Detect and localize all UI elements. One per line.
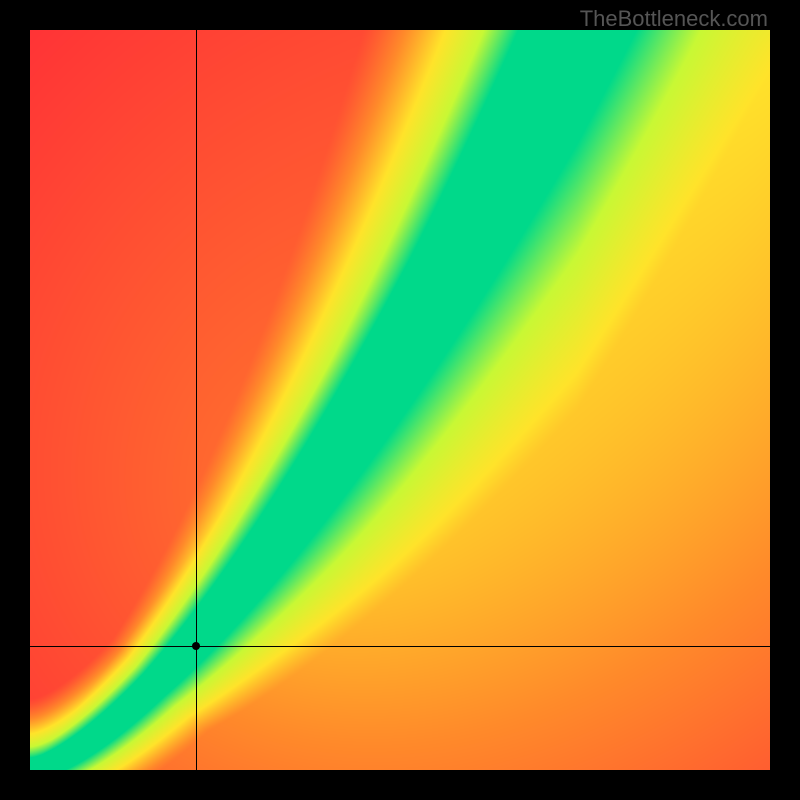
crosshair-vertical xyxy=(196,30,197,770)
crosshair-horizontal xyxy=(30,646,770,647)
heatmap-canvas xyxy=(30,30,770,770)
watermark-text: TheBottleneck.com xyxy=(580,6,768,32)
marker-point xyxy=(192,642,200,650)
heatmap-plot xyxy=(30,30,770,770)
